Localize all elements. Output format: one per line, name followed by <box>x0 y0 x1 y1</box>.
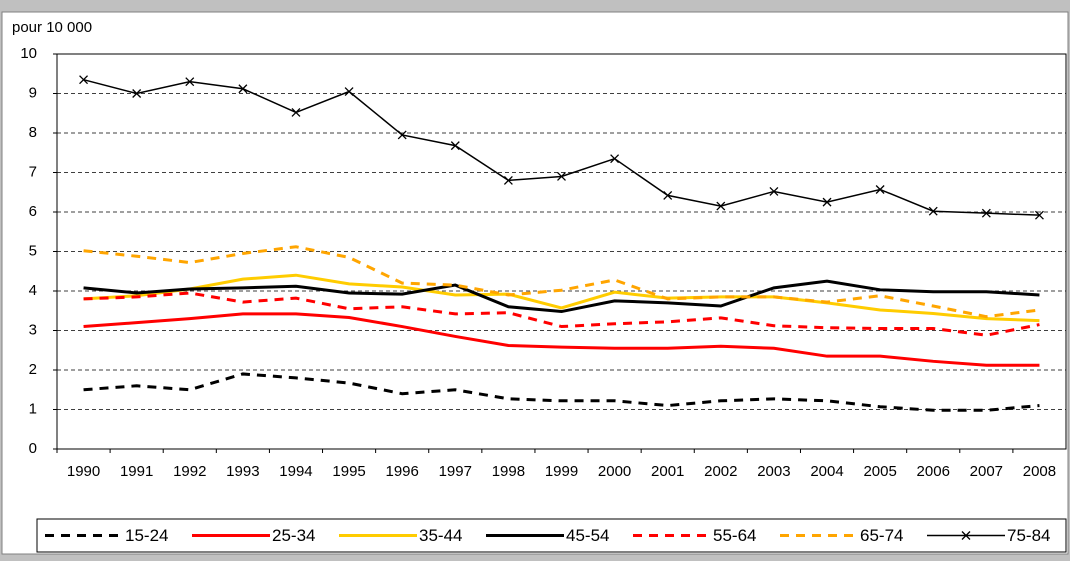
x-tick-label: 2002 <box>704 463 737 480</box>
line-series <box>83 372 1040 412</box>
x-tick-label: 1997 <box>439 463 472 480</box>
x-tick-label: 2006 <box>917 463 950 480</box>
legend-marker <box>961 531 971 540</box>
marker <box>610 154 620 164</box>
y-tick-label: 8 <box>29 124 37 141</box>
line-series <box>83 291 1040 337</box>
marker <box>875 185 885 194</box>
marker <box>928 206 938 216</box>
x-tick-label: 1998 <box>492 463 525 480</box>
x-tick-label: 2004 <box>810 463 843 480</box>
line-series <box>83 279 1040 314</box>
marker <box>238 84 248 94</box>
x-tick-label: 1990 <box>67 463 100 480</box>
marker <box>769 187 779 196</box>
x-tick-label: 2003 <box>757 463 790 480</box>
marker <box>716 201 726 211</box>
x-tick-label: 1999 <box>545 463 578 480</box>
y-tick-label: 9 <box>29 84 37 101</box>
line-series <box>83 312 1040 367</box>
legend-label: 55-64 <box>713 526 756 545</box>
x-tick-label: 1992 <box>173 463 206 480</box>
marker <box>557 171 566 181</box>
x-tick-label: 1996 <box>385 463 418 480</box>
line-series <box>83 273 1040 323</box>
marker <box>503 175 513 185</box>
y-tick-label: 5 <box>29 242 37 259</box>
x-tick-label: 2008 <box>1023 463 1056 480</box>
marker <box>981 208 991 218</box>
marker <box>1034 210 1044 220</box>
x-tick-label: 1994 <box>279 463 312 480</box>
legend-label: 65-74 <box>860 526 903 545</box>
marker <box>822 197 832 207</box>
x-tick-label: 2000 <box>598 463 631 480</box>
y-axis-label: pour 10 000 <box>12 19 92 36</box>
y-tick-label: 10 <box>20 45 37 62</box>
legend-label: 15-24 <box>125 526 168 545</box>
x-tick-label: 1991 <box>120 463 153 480</box>
legend-label: 35-44 <box>419 526 462 545</box>
y-tick-label: 7 <box>29 163 37 180</box>
legend-label: 25-34 <box>272 526 315 545</box>
x-tick-label: 2005 <box>863 463 896 480</box>
y-tick-label: 3 <box>29 321 37 338</box>
x-tick-label: 2007 <box>970 463 1003 480</box>
marker <box>132 89 142 98</box>
line-series <box>83 245 1040 319</box>
x-tick-label: 1993 <box>226 463 259 480</box>
marker <box>663 190 673 200</box>
marker <box>185 77 195 87</box>
y-tick-label: 1 <box>29 400 37 417</box>
chart-area <box>1 11 1069 555</box>
x-tick-label: 1995 <box>332 463 365 480</box>
legend-label: 45-54 <box>566 526 609 545</box>
marker <box>450 141 460 151</box>
x-tick-label: 2001 <box>651 463 684 480</box>
y-tick-label: 4 <box>29 282 37 299</box>
y-tick-label: 0 <box>29 440 37 457</box>
marker <box>291 108 301 117</box>
legend-label: 75-84 <box>1007 526 1050 545</box>
y-tick-label: 2 <box>29 361 37 378</box>
marker <box>397 130 407 140</box>
marker <box>79 75 89 85</box>
marker <box>344 87 354 96</box>
y-tick-label: 6 <box>29 203 37 220</box>
